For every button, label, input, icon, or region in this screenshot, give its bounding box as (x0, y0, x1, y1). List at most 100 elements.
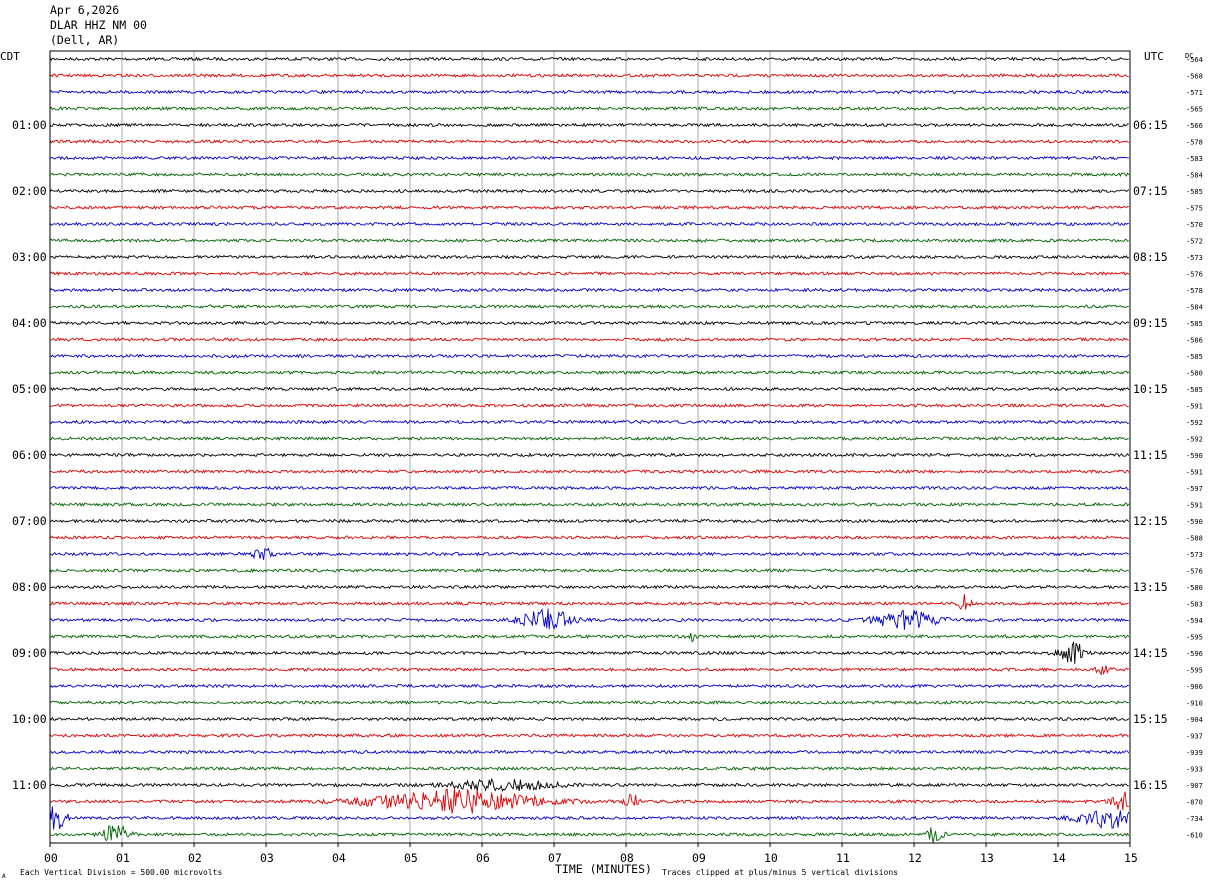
dc-offset-value: -910 (1186, 700, 1203, 708)
trace-row-30 (49, 547, 1129, 560)
plot-frame (49, 50, 1131, 844)
x-tick-label: 08 (620, 851, 634, 865)
dc-offset-value: -570 (1186, 221, 1203, 229)
cdt-time-label: 10:00 (12, 712, 47, 726)
trace-row-18 (49, 353, 1130, 359)
dc-offset-value: -906 (1186, 683, 1203, 691)
x-tick-label: 10 (764, 851, 778, 865)
dc-offset-value: -573 (1186, 254, 1203, 262)
cdt-time-label: 09:00 (12, 646, 47, 660)
cdt-time-label: 11:00 (12, 778, 47, 792)
row-time-labels: 01:00 02:00 03:00 04:00 05:00 06:00 07:00 08:00… (12, 56, 1203, 840)
trace-row-6 (49, 155, 1129, 161)
corner-mark: A (2, 873, 6, 880)
trace-row-29 (49, 535, 1130, 540)
trace-row-23 (50, 436, 1129, 441)
dc-offset-value: -575 (1186, 205, 1203, 213)
x-tick-label: 06 (476, 851, 490, 865)
dc-offset-value: -578 (1186, 287, 1203, 295)
dc-offset-value: -586 (1186, 337, 1203, 345)
trace-row-42 (49, 749, 1130, 755)
dc-offset-value: -590 (1186, 452, 1203, 460)
trace-row-15 (49, 304, 1129, 309)
utc-time-label: 09:15 (1133, 316, 1168, 330)
trace-row-40 (49, 716, 1130, 722)
trace-row-16 (49, 320, 1130, 326)
trace-row-44 (49, 777, 1129, 792)
utc-time-label: 10:15 (1133, 382, 1168, 396)
dc-offset-value: -583 (1186, 155, 1203, 163)
dc-offset-value: -580 (1186, 584, 1203, 592)
trace-row-2 (49, 89, 1130, 95)
cdt-time-label: 07:00 (12, 514, 47, 528)
footer-scale-note: Each Vertical Division = 500.00 microvol… (20, 868, 222, 877)
dc-offset-value: -594 (1186, 617, 1203, 625)
trace-row-37 (49, 665, 1130, 676)
right-timezone-label: UTC (1144, 50, 1164, 63)
trace-row-7 (49, 172, 1130, 178)
dc-offset-value: -595 (1186, 667, 1203, 675)
trace-row-11 (49, 238, 1129, 243)
trace-row-14 (49, 287, 1130, 293)
dc-offset-value: -591 (1186, 403, 1203, 411)
trace-row-9 (49, 205, 1129, 211)
trace-row-28 (49, 518, 1130, 524)
utc-time-label: 07:15 (1133, 184, 1168, 198)
dc-offset-value: -595 (1186, 634, 1203, 642)
trace-row-41 (49, 732, 1129, 738)
x-tick-label: 04 (332, 851, 346, 865)
dc-offset-value: -937 (1186, 733, 1203, 741)
cdt-time-label: 01:00 (12, 118, 47, 132)
trace-row-8 (49, 188, 1130, 194)
cdt-time-label: 02:00 (12, 184, 47, 198)
x-tick-label: 11 (836, 851, 850, 865)
dc-offset-value: -870 (1186, 799, 1203, 807)
dc-offset-value: -596 (1186, 650, 1203, 658)
trace-row-33 (49, 593, 1129, 610)
utc-time-label: 14:15 (1133, 646, 1168, 660)
dc-offset-value: -588 (1186, 535, 1203, 543)
dc-offset-value: -566 (1186, 122, 1203, 130)
seismogram-traces (49, 56, 1130, 843)
x-tick-label: 07 (548, 851, 562, 865)
x-tick-label: 03 (260, 851, 274, 865)
trace-row-12 (49, 254, 1130, 260)
trace-row-39 (49, 700, 1129, 705)
x-tick-label: 14 (1052, 851, 1066, 865)
trace-row-3 (49, 106, 1129, 112)
dc-offset-value: -584 (1186, 172, 1203, 180)
dc-offset-value: -565 (1186, 106, 1203, 114)
trace-row-47 (49, 825, 1130, 843)
x-tick-label: 02 (188, 851, 202, 865)
trace-row-1 (49, 73, 1129, 78)
cdt-time-label: 03:00 (12, 250, 47, 264)
trace-row-24 (49, 452, 1130, 458)
trace-row-21 (49, 403, 1129, 408)
dc-offset-value: -591 (1186, 502, 1203, 510)
dc-offset-value: -590 (1186, 518, 1203, 526)
trace-row-45 (49, 788, 1129, 814)
utc-time-label: 16:15 (1133, 778, 1168, 792)
x-tick-label: 13 (980, 851, 994, 865)
x-tick-label: 09 (692, 851, 706, 865)
dc-offset-value: -578 (1186, 139, 1203, 147)
dc-offset-value: -584 (1186, 304, 1203, 312)
dc-offset-value: -592 (1186, 419, 1203, 427)
dc-offset-value: -610 (1186, 832, 1203, 840)
header-date: Apr 6,2026 (50, 3, 120, 17)
trace-row-46 (49, 806, 1130, 830)
trace-row-19 (49, 370, 1130, 376)
dc-offset-value: -573 (1186, 551, 1203, 559)
trace-row-5 (49, 139, 1130, 145)
x-tick-label: 12 (908, 851, 922, 865)
dc-offset-value: -939 (1186, 749, 1203, 757)
dc-offset-value: -592 (1186, 436, 1203, 444)
trace-row-22 (49, 419, 1129, 425)
dc-offset-value: -571 (1186, 89, 1203, 97)
trace-row-38 (49, 683, 1129, 689)
trace-row-43 (49, 766, 1130, 771)
grid-lines (121, 51, 1059, 843)
dc-offset-value: -580 (1186, 370, 1203, 378)
x-tick-label: 05 (404, 851, 418, 865)
